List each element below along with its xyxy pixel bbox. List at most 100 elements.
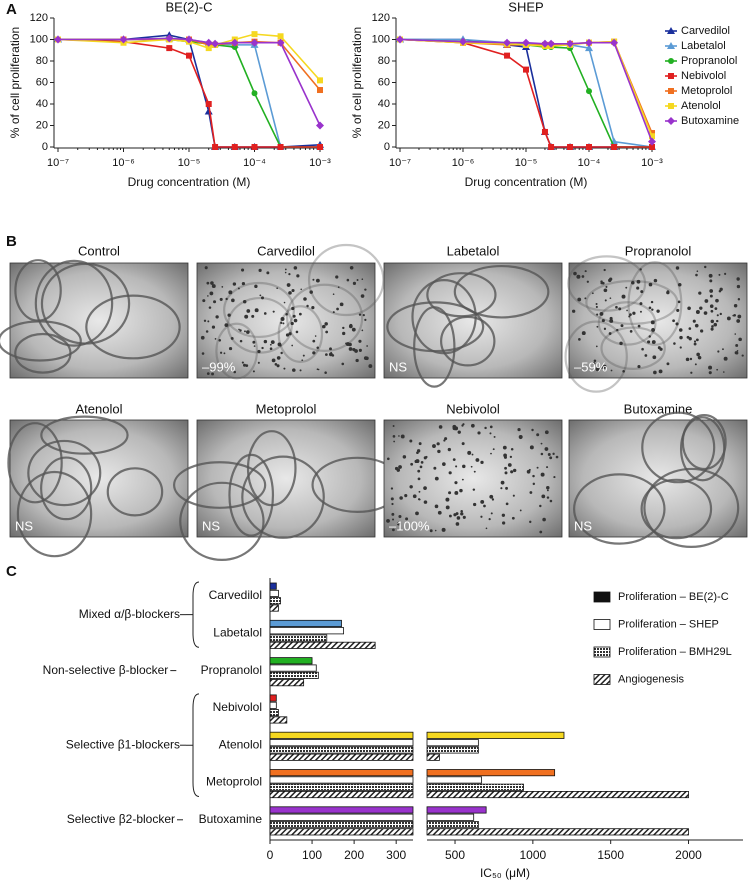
marker [649,133,655,140]
cell-dot [391,502,394,506]
image-annotation: NS [202,518,220,533]
cell-dot [493,435,496,438]
cell-dot [447,447,452,452]
cell-dot [390,487,394,490]
cell-dot [205,330,209,333]
cell-dot [241,361,244,364]
image-title: Nebivolol [446,401,500,416]
cell-dot [280,321,283,325]
cell-dot [245,364,249,368]
cell-dot [231,298,235,303]
cell-dot [453,513,457,517]
cell-dot [475,458,480,462]
cell-dot [610,369,613,372]
bar [426,753,440,761]
cell-dot [546,486,550,490]
cell-dot [480,460,484,464]
cell-dot [332,293,335,296]
cell-dot [224,323,229,328]
cell-dot [540,472,545,477]
cell-dot [246,330,250,334]
cell-dot [552,452,555,455]
category-label: Propranolol [201,663,262,677]
cell-dot [621,294,626,299]
cell-dot [628,315,631,318]
image-title: Atenolol [76,401,123,416]
cell-dot [472,488,476,491]
cell-dot [549,499,553,503]
cell-dot [703,311,708,315]
cell-dot [461,424,464,427]
bar [269,806,414,814]
cell-dot [639,302,643,306]
cell-dot [608,278,612,283]
cell-dot [237,287,240,290]
cell-dot [221,285,224,288]
category-label: Carvedilol [209,588,262,602]
bar [269,664,317,672]
cell-dot [529,520,532,524]
marker [54,35,62,44]
cell-dot [211,372,214,376]
cell-dot [722,348,724,351]
cell-dot [658,369,663,374]
cell-dot [675,322,679,326]
vessel-loop [681,414,727,471]
cell-dot [238,328,240,331]
x-tick-label: 10⁻³ [309,157,331,169]
cell-dot [616,328,619,332]
image-title: Control [78,243,120,258]
bar [269,634,328,642]
cell-dot [394,466,399,471]
x-tick-label: 10⁻⁷ [47,157,69,169]
bar [426,821,479,829]
cell-dot [546,489,549,492]
bar [269,791,414,799]
marker [586,144,592,150]
chart-title: SHEP [508,0,543,14]
cell-dot [693,340,697,343]
cell-dot [348,347,353,351]
cell-dot [504,466,507,470]
cell-dot [536,466,539,469]
legend-label: Butoxamine [681,115,739,127]
cell-dot [690,371,693,374]
cell-dot [625,286,628,289]
cell-dot [641,347,644,351]
cell-dot [314,335,317,337]
x-tick-label: 10⁻³ [641,157,663,169]
legend-label: Carvedilol [681,25,730,37]
cell-dot [263,339,268,344]
cell-dot [736,350,739,352]
cell-dot [724,272,727,275]
cell-dot [542,517,546,522]
cell-dot [215,315,219,319]
cell-dot [210,281,214,285]
cell-dot [605,285,608,288]
cell-dot [354,349,358,353]
micrograph [172,419,404,561]
cell-dot [626,309,628,312]
y-tick-label: 60 [36,76,48,88]
cell-dot [595,367,600,372]
cell-dot [362,314,365,317]
cell-dot [694,363,697,366]
cell-dot [512,494,515,497]
cell-dot [636,279,641,284]
cell-dot [695,338,699,342]
cell-dot [283,301,286,304]
cell-dot [460,512,464,516]
cell-dot [211,284,216,289]
cell-dot [361,329,364,332]
marker [317,87,323,94]
chart-title: BE(2)-C [166,0,213,14]
y-tick-label: 120 [30,12,48,24]
legend-swatch [593,619,611,630]
cell-dot [368,364,373,368]
x-tick-label: 10⁻⁴ [578,157,601,169]
cell-dot [687,306,691,311]
cell-dot [502,521,506,525]
vessel-loop [426,272,497,318]
bar [269,709,279,717]
bar [269,769,414,777]
